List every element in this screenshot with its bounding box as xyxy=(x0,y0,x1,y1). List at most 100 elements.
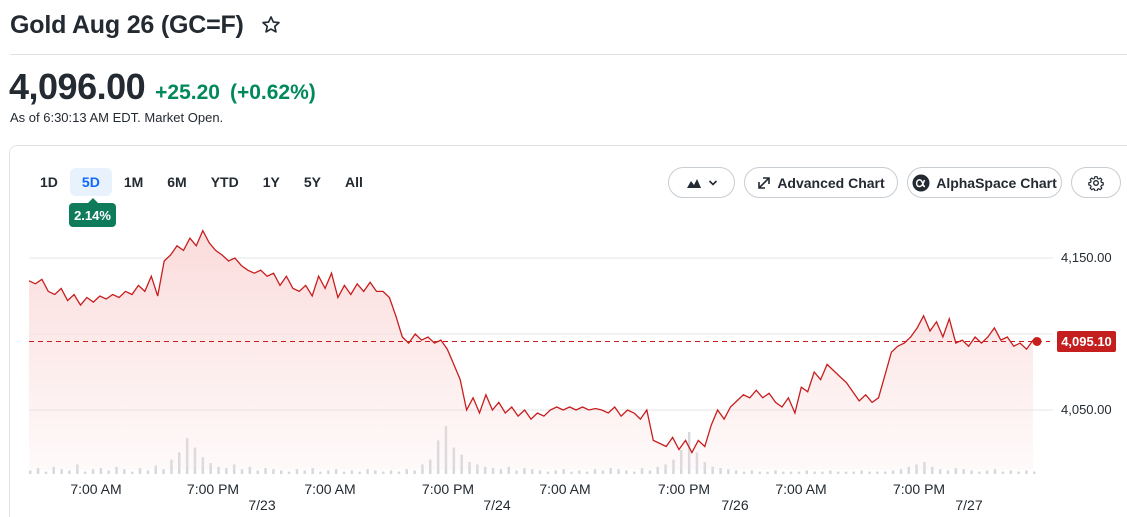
volume-bar xyxy=(358,471,361,474)
volume-bar xyxy=(36,468,40,474)
last-price-tag: 4,095.10 xyxy=(1057,331,1116,352)
volume-bar xyxy=(311,468,314,474)
volume-bar xyxy=(138,468,142,474)
range-tab-ytd[interactable]: YTD xyxy=(210,174,239,190)
chart-type-button[interactable] xyxy=(668,167,735,198)
volume-bar xyxy=(29,470,32,474)
volume-bar xyxy=(83,471,87,474)
alphaspace-chart-button[interactable]: AlphaSpace Chart xyxy=(907,167,1062,198)
volume-bar xyxy=(327,470,330,474)
advanced-chart-button[interactable]: Advanced Chart xyxy=(744,167,898,198)
volume-bar xyxy=(617,469,620,474)
range-tab-1d[interactable]: 1D xyxy=(40,174,58,190)
volume-bar xyxy=(68,470,71,474)
alphaspace-chart-label: AlphaSpace Chart xyxy=(936,174,1057,191)
volume-bar xyxy=(389,470,393,474)
volume-bar xyxy=(60,469,63,474)
volume-bar xyxy=(287,471,291,474)
volume-bar xyxy=(523,468,526,474)
volume-bar xyxy=(978,471,981,474)
volume-bar xyxy=(303,470,306,474)
volume-bar xyxy=(538,470,542,474)
quote-change: +25.20 xyxy=(155,81,220,104)
title-row: Gold Aug 26 (GC=F) xyxy=(10,8,282,42)
volume-bar xyxy=(585,471,589,474)
range-tab-1y[interactable]: 1Y xyxy=(262,174,280,190)
volume-bar xyxy=(829,470,832,474)
volume-bar xyxy=(609,468,612,474)
volume-bar xyxy=(562,469,565,474)
volume-bar xyxy=(295,469,299,474)
x-tick-label: 7:00 PM xyxy=(186,481,240,497)
gear-icon xyxy=(1088,175,1104,191)
volume-bar xyxy=(860,470,863,474)
x-tick-label: 7:00 PM xyxy=(892,481,946,497)
volume-bar xyxy=(633,471,636,474)
volume-bar xyxy=(742,471,746,474)
chart-settings-button[interactable] xyxy=(1071,167,1121,198)
volume-bar xyxy=(711,466,714,474)
volume-bar xyxy=(491,468,495,474)
volume-bar xyxy=(813,471,816,474)
volume-bar xyxy=(264,468,267,474)
range-tabs: 1D 5D 1M 6M YTD 1Y 5Y All xyxy=(28,168,375,196)
price-line xyxy=(28,229,1034,454)
chart-card xyxy=(9,145,1127,517)
volume-bar xyxy=(52,466,55,474)
volume-bar xyxy=(44,471,48,474)
x-date-label: 7/26 xyxy=(721,497,749,513)
x-tick-label: 7:00 AM xyxy=(539,481,591,497)
volume-bar xyxy=(570,471,573,474)
volume-bar xyxy=(256,470,259,474)
volume-bar xyxy=(884,471,887,474)
volume-bar xyxy=(342,471,346,474)
volume-bar xyxy=(99,468,103,474)
range-tab-5d[interactable]: 5D xyxy=(69,168,112,196)
volume-bar xyxy=(531,469,534,474)
volume-bar xyxy=(656,466,659,474)
volume-bar xyxy=(107,470,110,474)
volume-bar xyxy=(782,471,785,474)
expand-arrow-icon xyxy=(758,176,771,189)
volume-bar xyxy=(774,470,777,474)
volume-bar xyxy=(405,469,408,474)
volume-bar xyxy=(1033,471,1036,474)
quote-change-percent: (+0.62%) xyxy=(229,81,316,104)
x-tick-label: 7:00 AM xyxy=(775,481,827,497)
advanced-chart-label: Advanced Chart xyxy=(777,174,885,191)
volume-bar xyxy=(1025,470,1028,474)
volume-bar xyxy=(546,471,550,474)
volume-bar xyxy=(899,469,903,474)
quote-price: 4,096.00 xyxy=(9,66,146,107)
volume-bar xyxy=(640,468,644,474)
volume-bar xyxy=(625,470,628,474)
star-outline-icon[interactable] xyxy=(260,14,282,36)
volume-bar xyxy=(483,466,487,474)
volume-bar xyxy=(374,470,377,474)
volume-bar xyxy=(970,470,973,474)
volume-bar xyxy=(413,470,416,474)
volume-bar xyxy=(876,471,879,474)
volume-bar xyxy=(931,466,934,474)
range-tab-6m[interactable]: 6M xyxy=(167,174,187,190)
volume-bar xyxy=(319,471,322,474)
volume-bar xyxy=(993,469,997,474)
volume-bar xyxy=(868,471,871,474)
x-tick-label: 7:00 AM xyxy=(304,481,356,497)
volume-bar xyxy=(131,471,134,474)
range-tab-5y[interactable]: 5Y xyxy=(303,174,321,190)
x-date-label: 7/27 xyxy=(955,497,983,513)
range-tab-all[interactable]: All xyxy=(344,174,363,190)
volume-bar xyxy=(593,469,597,474)
x-tick-label: 7:00 PM xyxy=(657,481,711,497)
volume-bar xyxy=(1001,471,1005,474)
chevron-down-icon xyxy=(708,179,717,186)
volume-bar xyxy=(248,466,252,474)
volume-bar xyxy=(758,471,761,474)
range-tab-1m[interactable]: 1M xyxy=(123,174,144,190)
volume-bar xyxy=(146,470,150,474)
volume-bar xyxy=(891,470,895,474)
volume-bar xyxy=(734,470,738,474)
volume-bar xyxy=(797,471,801,474)
